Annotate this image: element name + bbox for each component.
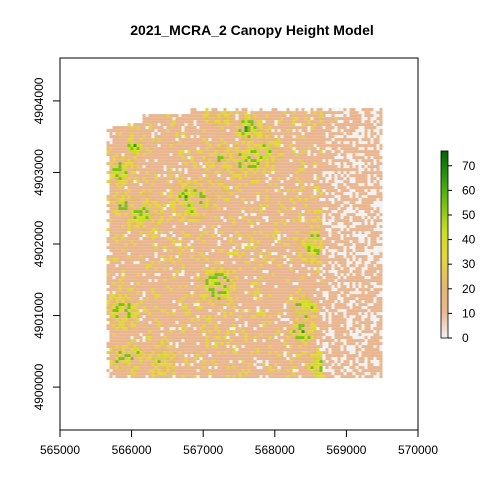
y-tick-label: 4904000 (32, 77, 46, 124)
canopy-raster (106, 108, 383, 379)
legend-tick-label: 20 (462, 282, 476, 296)
x-tick-label: 566000 (112, 443, 152, 457)
legend-tick-label: 0 (462, 331, 469, 345)
y-tick-label: 4901000 (32, 292, 46, 339)
x-tick-label: 567000 (183, 443, 223, 457)
legend-tick-label: 10 (462, 306, 476, 320)
legend-tick-label: 30 (462, 257, 476, 271)
legend-colorbar (440, 150, 449, 339)
y-tick-label: 4903000 (32, 149, 46, 196)
legend-tick-label: 40 (462, 233, 476, 247)
x-tick-label: 569000 (326, 443, 366, 457)
chart-title: 2021_MCRA_2 Canopy Height Model (130, 22, 374, 38)
y-tick-label: 4900000 (32, 363, 46, 410)
color-legend: 0 10 20 30 40 50 60 70 (440, 150, 476, 345)
y-axis: 4900000 4901000 4902000 4903000 4904000 (32, 77, 60, 410)
x-axis: 565000 566000 567000 568000 569000 570000 (40, 430, 438, 457)
x-tick-label: 570000 (398, 443, 438, 457)
x-tick-label: 568000 (255, 443, 295, 457)
y-tick-label: 4902000 (32, 220, 46, 267)
legend-tick-label: 50 (462, 208, 476, 222)
legend-tick-label: 70 (462, 159, 476, 173)
legend-tick-label: 60 (462, 183, 476, 197)
x-tick-label: 565000 (40, 443, 80, 457)
